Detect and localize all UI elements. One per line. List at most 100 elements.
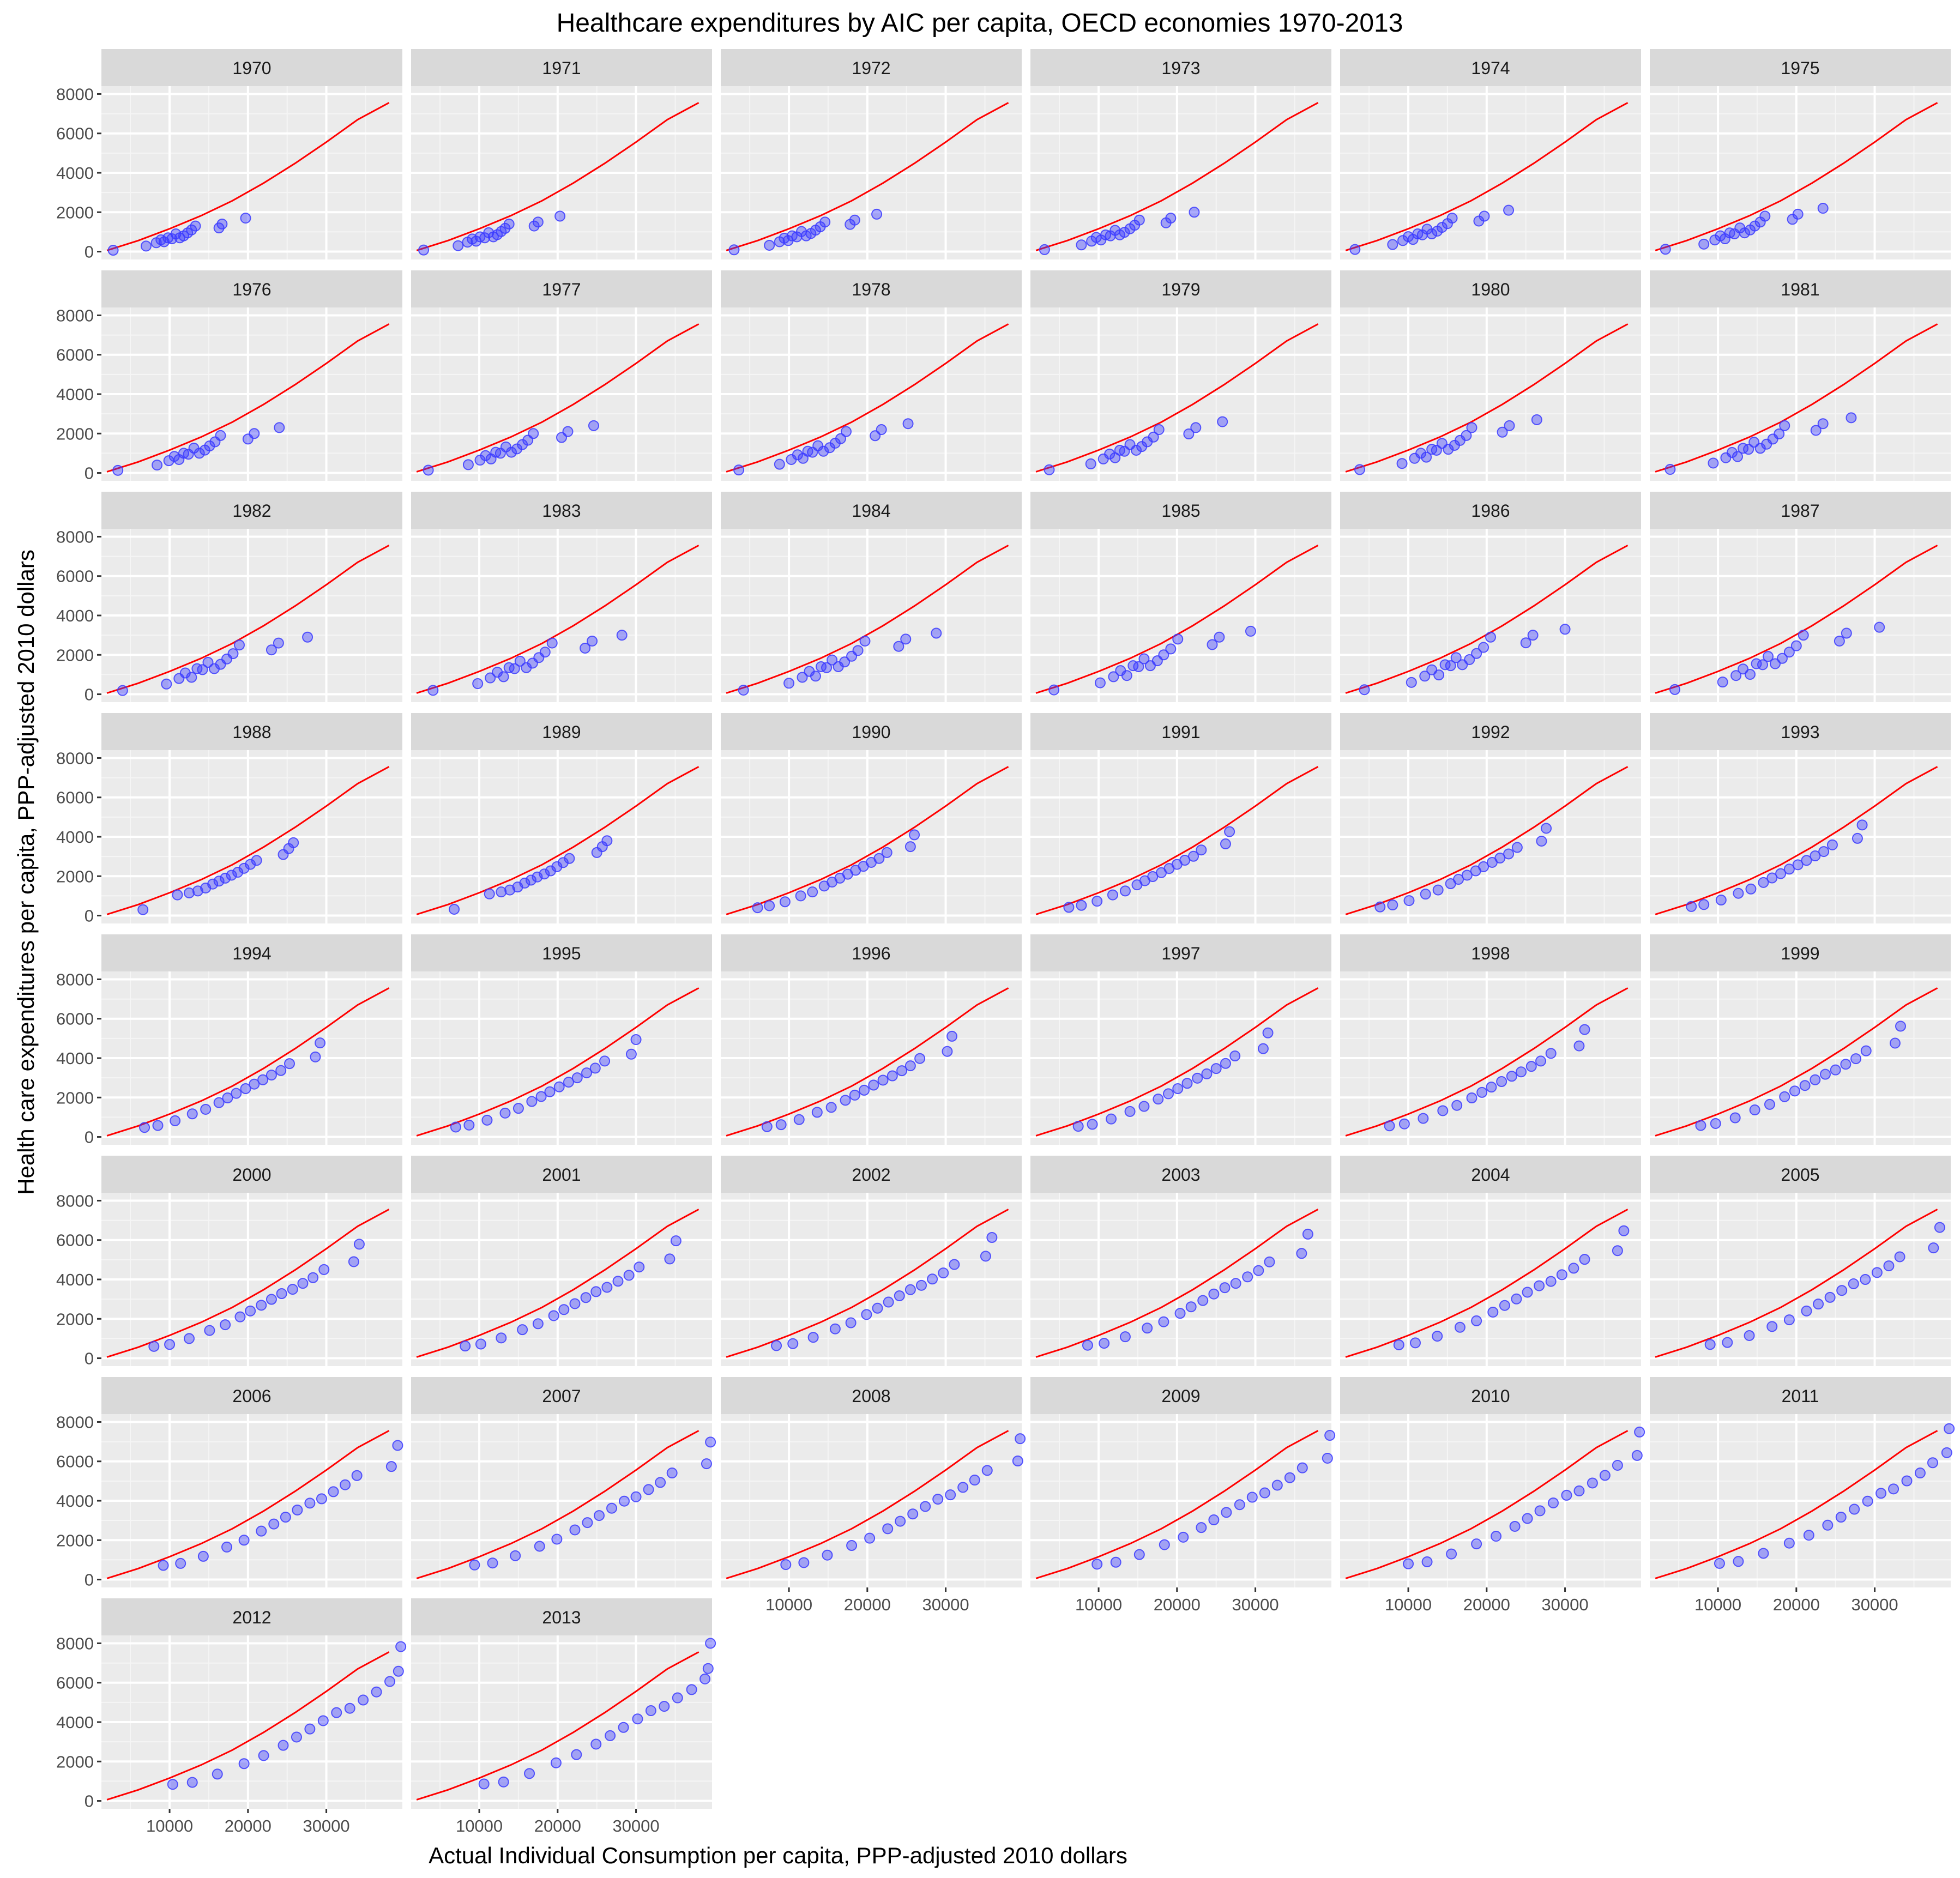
y-tick-label: 6000 (56, 346, 94, 365)
x-tick-label: 20000 (225, 1816, 272, 1835)
facet-panel-1985: 1985 (1030, 492, 1331, 702)
data-point (1403, 1558, 1414, 1569)
data-point (1076, 899, 1087, 911)
data-point (1810, 850, 1821, 862)
data-point (268, 1518, 280, 1530)
data-point (152, 460, 163, 471)
data-point (1798, 630, 1809, 641)
data-point (761, 1121, 773, 1132)
data-point (532, 1318, 544, 1330)
facet-panel-1992: 1992 (1340, 713, 1641, 923)
data-point (1835, 1511, 1847, 1523)
data-point (793, 1114, 805, 1125)
data-point (539, 868, 550, 880)
data-point (117, 685, 128, 696)
data-point (699, 1673, 711, 1684)
data-point (112, 464, 124, 476)
data-point (1451, 1100, 1463, 1111)
data-point (1726, 446, 1738, 458)
y-tick-label: 4000 (56, 1049, 94, 1068)
y-tick-label: 2000 (56, 1309, 94, 1329)
data-point (186, 1777, 198, 1788)
fit-curve (726, 102, 1009, 251)
fit-curve (1035, 323, 1319, 473)
data-point (1511, 842, 1523, 853)
data-point (1836, 1285, 1848, 1296)
data-point (231, 1088, 242, 1099)
facet-strip (1340, 49, 1641, 86)
facet-strip-label: 1974 (1471, 58, 1510, 78)
data-point (1506, 1071, 1517, 1082)
data-point (1783, 1314, 1795, 1326)
data-point (1063, 902, 1075, 913)
x-tick-label: 10000 (765, 1595, 812, 1614)
facet-strip-label: 1990 (852, 722, 890, 742)
facet-strip-label: 2006 (232, 1386, 271, 1406)
data-point (1779, 420, 1790, 431)
facet-strip (1340, 1377, 1641, 1414)
data-point (945, 1489, 956, 1501)
facet-strip (721, 49, 1022, 86)
y-tick-label: 2000 (56, 1088, 94, 1107)
data-point (1174, 1308, 1186, 1319)
data-point (423, 464, 434, 476)
facet-strip (411, 1156, 712, 1193)
data-point (771, 1340, 782, 1351)
facet-strip-label: 1994 (232, 944, 271, 963)
y-tick-label: 2000 (56, 203, 94, 222)
data-point (1826, 839, 1838, 850)
facet-strip-label: 1970 (232, 58, 271, 78)
data-point (1296, 1462, 1308, 1474)
y-tick-label: 4000 (56, 1270, 94, 1289)
facet-panel-2008: 2008 10000 20000 30000 (721, 1377, 1026, 1614)
facet-strip-label: 1978 (852, 280, 890, 299)
data-point (1914, 1468, 1926, 1479)
data-point (1039, 244, 1050, 255)
data-point (881, 847, 892, 858)
data-point (599, 1055, 611, 1067)
data-point (821, 662, 833, 673)
data-point (845, 1317, 857, 1329)
data-point (302, 631, 313, 643)
data-point (630, 1034, 642, 1046)
y-tick-label: 8000 (56, 1634, 94, 1653)
data-point (371, 1686, 382, 1698)
facet-panel-1982: 1982 0 2000 4000 6000 8000 (56, 492, 402, 704)
data-point (752, 902, 763, 914)
fit-curve (1655, 987, 1938, 1137)
data-point (284, 1058, 295, 1070)
data-point (1178, 1531, 1189, 1543)
data-point (170, 1115, 181, 1126)
data-point (849, 214, 860, 226)
data-point (221, 1541, 232, 1553)
data-point (1559, 624, 1571, 635)
data-point (186, 224, 197, 235)
data-point (810, 671, 821, 682)
data-point (1461, 430, 1472, 441)
data-point (569, 1524, 581, 1536)
data-point (1219, 1282, 1231, 1294)
data-point (545, 865, 556, 877)
x-tick-label: 30000 (1232, 1595, 1278, 1614)
data-point (1722, 1337, 1733, 1348)
data-point (1822, 1519, 1834, 1531)
data-point (1446, 213, 1458, 224)
data-point (557, 857, 569, 868)
data-point (1437, 1105, 1449, 1116)
data-point (1181, 1078, 1193, 1089)
data-point (278, 1740, 289, 1751)
data-point (280, 1511, 291, 1523)
data-point (1284, 1472, 1295, 1483)
data-point (904, 841, 916, 853)
data-point (1545, 1048, 1557, 1059)
data-point (1253, 1265, 1264, 1276)
facet-strip (1030, 49, 1331, 86)
fit-curve (416, 766, 699, 915)
fit-curve (106, 1430, 390, 1579)
data-point (276, 1288, 287, 1300)
fit-curve (106, 766, 390, 915)
fit-curve (416, 102, 699, 251)
data-point (304, 1723, 316, 1735)
data-point (1012, 1456, 1023, 1467)
y-tick-label: 0 (85, 1349, 94, 1368)
